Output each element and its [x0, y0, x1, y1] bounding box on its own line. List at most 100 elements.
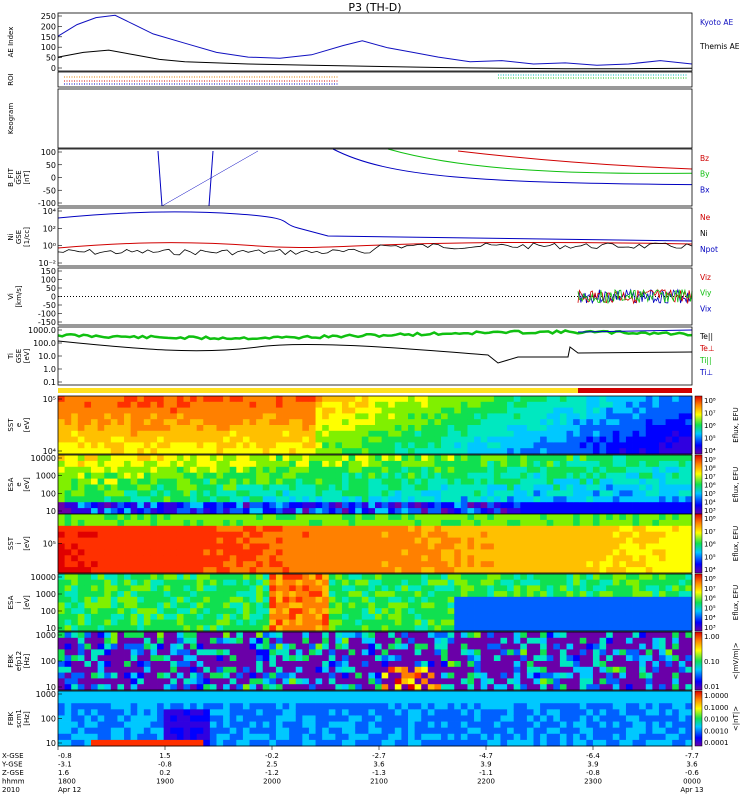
spectrogram-cell — [348, 579, 356, 586]
spectrogram-cell — [606, 484, 614, 491]
spectrogram-cell — [474, 608, 482, 615]
spectrogram-cell — [540, 561, 548, 568]
spectrogram-cell — [176, 436, 184, 443]
spectrogram-cell — [460, 549, 468, 556]
spectrogram-cell — [157, 684, 165, 691]
spectrogram-cell — [658, 508, 666, 515]
spectrogram-cell — [84, 425, 92, 432]
spectrogram-cell — [685, 496, 693, 503]
spectrogram-cell — [196, 496, 204, 503]
spectrogram-cell — [559, 537, 567, 544]
spectrogram-cell — [196, 396, 204, 403]
spectrogram-cell — [269, 401, 277, 408]
spectrogram-cell — [170, 561, 178, 568]
spectrogram-cell — [262, 478, 270, 485]
spectrogram-cell — [308, 514, 316, 521]
spectrogram-cell — [513, 613, 521, 620]
spectrogram-cell — [474, 678, 482, 685]
spectrogram-cell — [368, 555, 376, 562]
spectrogram-cell — [427, 684, 435, 691]
spectrogram-cell — [480, 567, 488, 574]
spectrogram-cell — [328, 396, 336, 403]
spectrogram-cell — [658, 643, 666, 650]
spectrogram-cell — [368, 496, 376, 503]
spectrogram-cell — [335, 525, 343, 533]
spectrogram-cell — [474, 549, 482, 556]
spectrogram-cell — [229, 602, 237, 609]
spectrogram-cell — [282, 625, 290, 632]
spectrogram-cell — [236, 632, 244, 639]
spectrogram-cell — [282, 549, 290, 556]
spectrogram-cell — [678, 579, 686, 586]
spectrogram-cell — [493, 455, 501, 462]
spectrogram-cell — [460, 585, 468, 592]
y-axis-label: [1/cc] — [23, 227, 31, 247]
spectrogram-cell — [335, 591, 343, 598]
spectrogram-cell — [672, 574, 680, 581]
spectrogram-cell — [467, 413, 475, 420]
spectrogram-cell — [381, 514, 389, 521]
spectrogram-cell — [196, 678, 204, 685]
spectrogram-cell — [447, 448, 455, 455]
spectrogram-cell — [256, 478, 264, 485]
spectrogram-cell — [408, 596, 416, 603]
spectrogram-cell — [229, 596, 237, 603]
spectrogram-cell — [315, 525, 323, 533]
spectrogram-cell — [520, 396, 528, 403]
spectrogram-cell — [493, 514, 501, 521]
spectrogram-cell — [236, 649, 244, 656]
colorbar-esa_i — [694, 573, 703, 632]
spectrogram-cell — [137, 531, 145, 538]
spectrogram-cell — [639, 466, 647, 474]
spectrogram-cell — [434, 460, 442, 468]
spectrogram-cell — [289, 531, 297, 538]
spectrogram-cell — [427, 567, 435, 574]
spectrogram-cell — [480, 555, 488, 562]
spectrogram-cell — [467, 613, 475, 620]
spectrogram-cell — [150, 496, 158, 503]
spectrogram-cell — [388, 460, 396, 468]
spectrogram-cell — [163, 484, 171, 491]
spectrogram-cell — [295, 413, 303, 420]
spectrogram-cell — [77, 632, 85, 639]
spectrogram-cell — [348, 460, 356, 468]
spectrogram-cell — [308, 619, 316, 626]
spectrogram-cell — [546, 591, 554, 598]
spectrogram-cell — [91, 519, 99, 527]
spectrogram-cell — [262, 585, 270, 592]
spectrogram-cell — [176, 643, 184, 650]
spectrogram-cell — [375, 591, 382, 598]
spectrogram-cell — [454, 407, 462, 414]
spectrogram-cell — [474, 602, 482, 609]
spectrogram-cell — [421, 643, 429, 650]
spectrogram-cell — [170, 666, 178, 673]
spectrogram-cell — [586, 666, 594, 673]
spectrogram-cell — [143, 567, 151, 574]
spectrogram-cell — [632, 661, 640, 668]
spectrogram-cell — [163, 596, 171, 603]
spectrogram-cell — [388, 672, 396, 679]
spectrogram-cell — [223, 574, 231, 581]
spectrogram-cell — [289, 579, 297, 586]
spectrogram-cell — [599, 579, 607, 586]
spectrogram-cell — [546, 430, 554, 437]
spectrogram-cell — [97, 460, 105, 468]
spectrogram-cell — [157, 425, 165, 432]
spectrogram-cell — [394, 585, 402, 592]
spectrogram-cell — [249, 455, 257, 462]
spectrogram-cell — [262, 531, 270, 538]
spectrogram-cell — [229, 672, 237, 679]
spectrogram-cell — [447, 619, 455, 626]
spectrogram-cell — [441, 525, 449, 533]
spectrogram-cell — [480, 543, 488, 550]
spectrogram-cell — [394, 613, 402, 620]
spectrogram-cell — [328, 561, 336, 568]
spectrogram-cell — [645, 472, 653, 479]
spectrogram-cell — [645, 543, 653, 550]
spectrogram-cell — [64, 460, 72, 468]
spectrogram-cell — [381, 484, 389, 491]
spectrogram-cell — [520, 413, 528, 420]
spectrogram-cell — [124, 460, 132, 468]
spectrogram-cell — [216, 543, 224, 550]
spectrogram-cell — [513, 401, 521, 408]
